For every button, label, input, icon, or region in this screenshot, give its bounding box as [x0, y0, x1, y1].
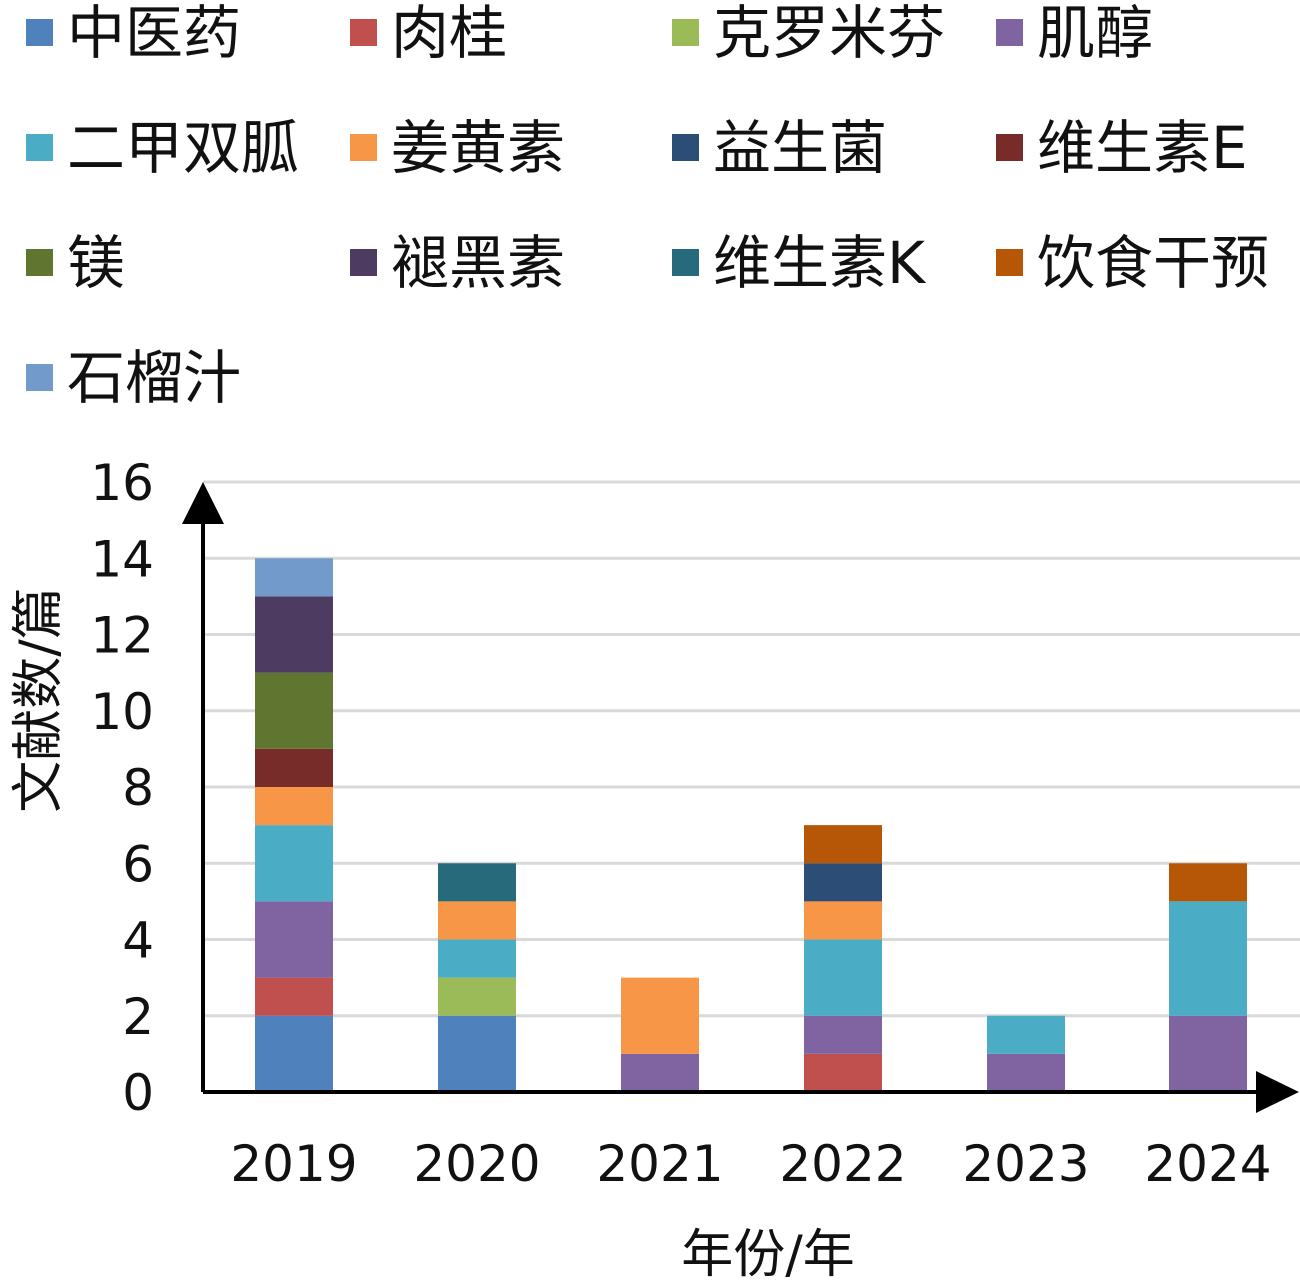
bar-2023-二甲双胍 [987, 1015, 1065, 1054]
y-tick-label-0: 0 [122, 1064, 154, 1122]
bar-2019-镁 [255, 672, 333, 749]
bar-stack-2021 [621, 977, 699, 1092]
legend-item-褪黑素: 褪黑素 [350, 229, 565, 297]
legend-swatch [26, 134, 53, 161]
legend-swatch [996, 19, 1023, 46]
x-tick-label-2024: 2024 [1144, 1135, 1271, 1193]
bar-2019-姜黄素 [255, 787, 333, 826]
bar-2019-二甲双胍 [255, 825, 333, 902]
y-axis-title: 文献数/篇 [9, 587, 69, 813]
legend-label: 中医药 [67, 0, 241, 67]
bar-2024-二甲双胍 [1169, 901, 1247, 1016]
legend-item-石榴汁: 石榴汁 [26, 344, 241, 412]
legend-swatch [350, 19, 377, 46]
bar-2023-肌醇 [987, 1053, 1065, 1092]
y-tick-label-14: 14 [90, 530, 154, 588]
x-tick-label-2019: 2019 [230, 1135, 357, 1193]
legend-item-镁: 镁 [26, 229, 125, 297]
legend-label: 褪黑素 [391, 229, 565, 297]
x-axis-title: 年份/年 [681, 1225, 855, 1285]
bar-stack-2024 [1169, 863, 1247, 1092]
legend-item-肌醇: 肌醇 [996, 0, 1153, 67]
legend-label: 饮食干预 [1037, 229, 1269, 297]
legend-swatch [26, 19, 53, 46]
legend-swatch [350, 249, 377, 276]
gridlines [203, 480, 1300, 1018]
bar-2019-褪黑素 [255, 596, 333, 673]
legend-label: 克罗米芬 [713, 0, 945, 67]
legend-swatch [996, 249, 1023, 276]
bar-stack-2023 [987, 1015, 1065, 1092]
legend-label: 肌醇 [1037, 0, 1153, 67]
y-axis-arrow [182, 482, 224, 524]
legend-label: 镁 [67, 229, 125, 297]
x-axis-arrow [1256, 1071, 1299, 1113]
bar-2021-姜黄素 [621, 977, 699, 1054]
legend-swatch [26, 249, 53, 276]
bar-stack-2022 [804, 825, 882, 1092]
legend-item-姜黄素: 姜黄素 [350, 114, 565, 182]
legend-item-克罗米芬: 克罗米芬 [672, 0, 945, 67]
legend-item-肉桂: 肉桂 [350, 0, 507, 67]
bar-2020-二甲双胍 [438, 939, 516, 978]
x-tick-label-2020: 2020 [413, 1135, 540, 1193]
legend-swatch [26, 364, 53, 391]
legend-label: 姜黄素 [391, 114, 565, 182]
bar-2022-肌醇 [804, 1015, 882, 1054]
bar-2024-饮食干预 [1169, 863, 1247, 902]
bar-2019-肌醇 [255, 901, 333, 978]
bar-2020-克罗米芬 [438, 977, 516, 1016]
bar-2022-饮食干预 [804, 825, 882, 864]
bar-2020-姜黄素 [438, 901, 516, 940]
y-tick-label-16: 16 [90, 454, 154, 512]
bar-stack-2020 [438, 863, 516, 1092]
legend-item-中医药: 中医药 [26, 0, 241, 67]
bar-2019-维生素E [255, 748, 333, 787]
legend-label: 维生素K [713, 229, 927, 297]
bar-2019-中医药 [255, 1015, 333, 1092]
bars [255, 558, 1247, 1092]
x-tick-label-2021: 2021 [596, 1135, 723, 1193]
legend-label: 石榴汁 [67, 344, 241, 412]
legend-swatch [672, 249, 699, 276]
legend-item-益生菌: 益生菌 [672, 114, 887, 182]
y-tick-label-2: 2 [122, 988, 154, 1046]
y-tick-label-12: 12 [90, 607, 154, 665]
legend-item-维生素E: 维生素E [996, 114, 1248, 182]
legend-item-饮食干预: 饮食干预 [996, 229, 1269, 297]
legend-label: 肉桂 [391, 0, 507, 67]
bar-2022-二甲双胍 [804, 939, 882, 1016]
bar-2022-肉桂 [804, 1053, 882, 1092]
bar-2019-肉桂 [255, 977, 333, 1016]
bar-2019-石榴汁 [255, 558, 333, 597]
legend-item-二甲双胍: 二甲双胍 [26, 114, 299, 182]
legend-label: 维生素E [1037, 114, 1248, 182]
legend-label: 益生菌 [713, 114, 887, 182]
bar-2020-维生素K [438, 863, 516, 902]
x-tick-labels: 2019 2020 2021 2022 2023 2024 [230, 1135, 1271, 1193]
axes [182, 482, 1299, 1113]
y-tick-labels: 0 2 4 6 8 10 12 14 16 [90, 454, 154, 1122]
legend-swatch [350, 134, 377, 161]
legend-label: 二甲双胍 [67, 114, 299, 182]
y-tick-label-8: 8 [122, 759, 154, 817]
legend-item-维生素K: 维生素K [672, 229, 927, 297]
bar-2024-肌醇 [1169, 1015, 1247, 1092]
y-tick-label-4: 4 [122, 912, 154, 970]
legend-swatch [672, 19, 699, 46]
bar-stack-2019 [255, 558, 333, 1092]
bar-2020-中医药 [438, 1015, 516, 1092]
bar-2022-姜黄素 [804, 901, 882, 940]
legend-swatch [672, 134, 699, 161]
x-tick-label-2022: 2022 [779, 1135, 906, 1193]
y-tick-label-10: 10 [90, 683, 154, 741]
x-tick-label-2023: 2023 [962, 1135, 1089, 1193]
bar-2021-肌醇 [621, 1053, 699, 1092]
bar-2022-益生菌 [804, 863, 882, 902]
y-tick-label-6: 6 [122, 835, 154, 893]
legend-swatch [996, 134, 1023, 161]
